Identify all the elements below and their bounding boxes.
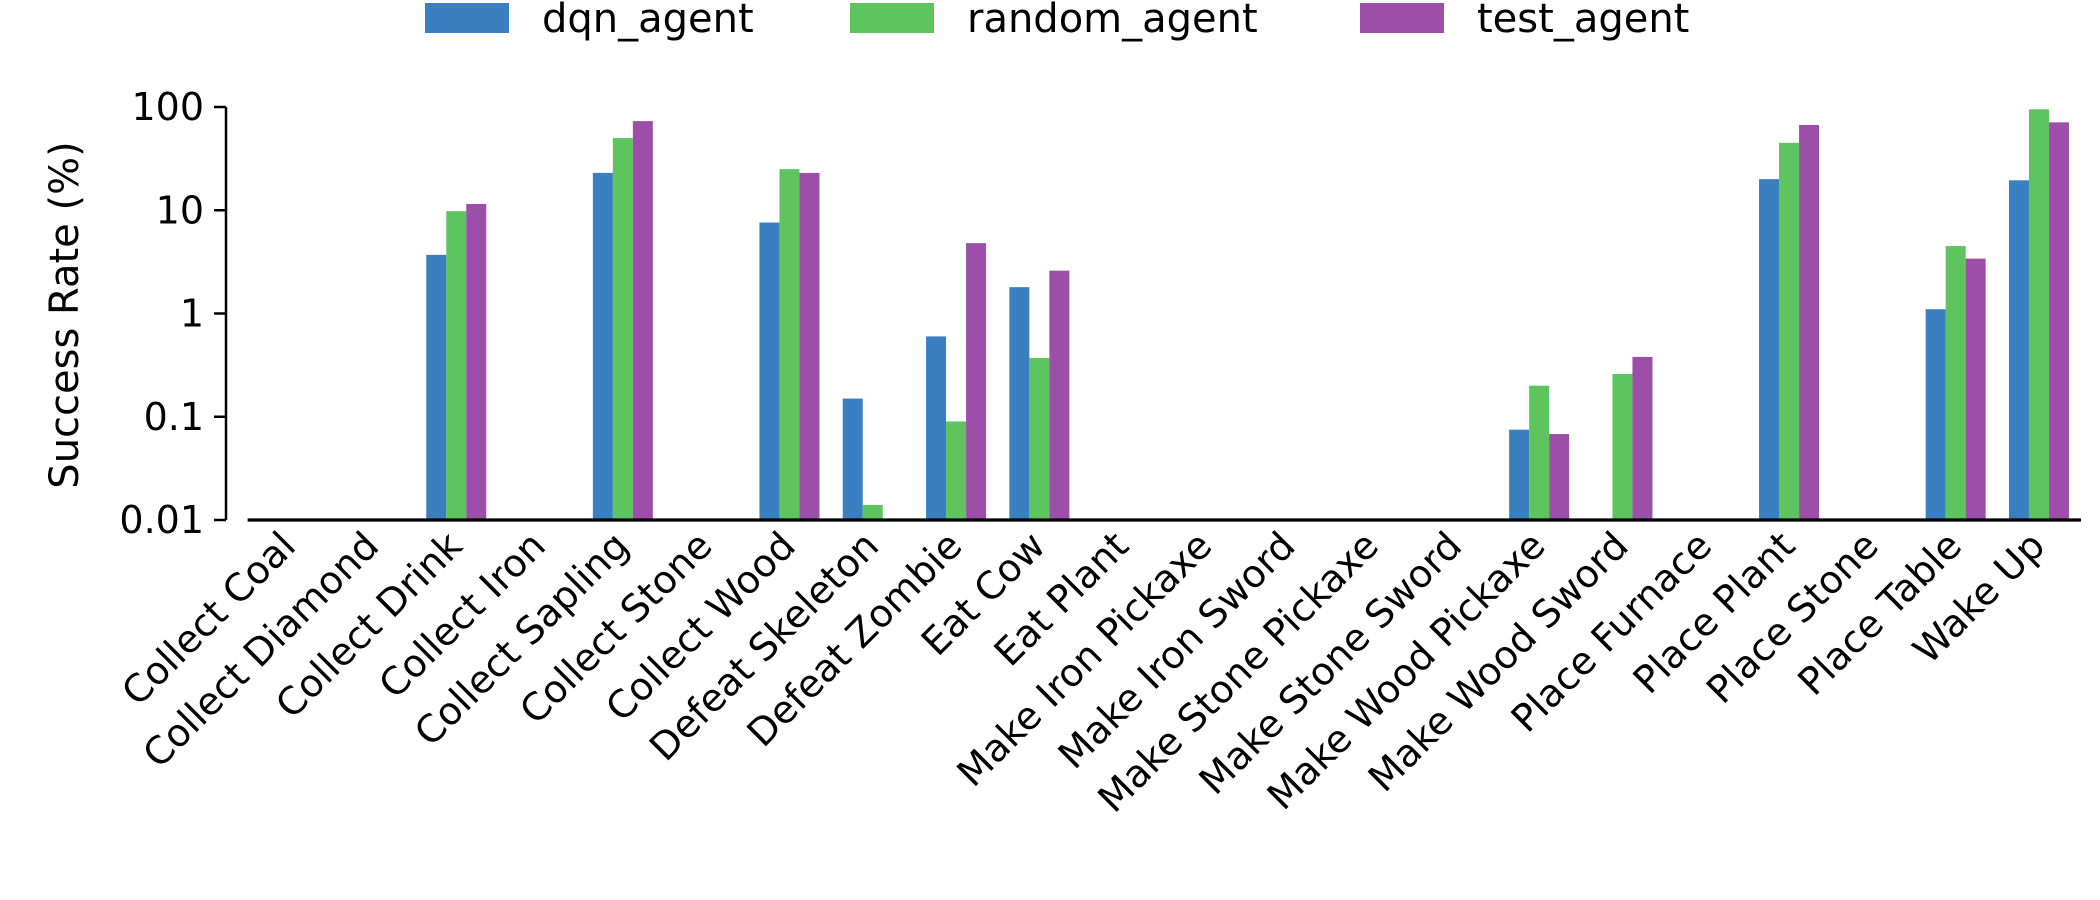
bar-dqn_agent <box>759 222 780 520</box>
bar-random_agent <box>1612 373 1633 520</box>
bar-test_agent <box>1549 434 1570 520</box>
legend-label-dqn_agent: dqn_agent <box>542 0 754 42</box>
bar-test_agent <box>1632 356 1653 520</box>
legend-swatch-random_agent <box>850 3 934 33</box>
bar-random_agent <box>446 211 467 520</box>
bar-dqn_agent <box>2008 180 2029 520</box>
bar-random_agent <box>862 504 883 520</box>
legend: dqn_agent random_agent test_agent <box>425 0 1689 42</box>
y-axis: 0.01 0.1 1 10 100 <box>119 85 228 542</box>
bar-dqn_agent <box>1009 287 1030 520</box>
legend-swatch-dqn_agent <box>425 3 509 33</box>
y-tick-label: 10 <box>156 188 204 232</box>
bar-test_agent <box>466 203 487 520</box>
bar-test_agent <box>1049 270 1070 520</box>
legend-label-test_agent: test_agent <box>1477 0 1689 42</box>
bar-dqn_agent <box>1925 309 1946 520</box>
bar-test_agent <box>966 243 987 520</box>
bar-test_agent <box>799 172 820 520</box>
bar-dqn_agent <box>842 398 863 520</box>
bar-test_agent <box>632 121 653 521</box>
bar-random_agent <box>1945 246 1966 521</box>
y-tick-label: 0.01 <box>119 498 204 542</box>
bar-dqn_agent <box>1509 429 1530 520</box>
y-tick-label: 1 <box>180 292 204 336</box>
bar-random_agent <box>1779 142 1800 521</box>
bar-random_agent <box>1529 385 1550 520</box>
y-tick-label: 100 <box>131 85 204 129</box>
bar-dqn_agent <box>426 254 447 520</box>
bars <box>426 109 2069 521</box>
bar-test_agent <box>1965 258 1986 520</box>
bar-test_agent <box>1799 124 1820 521</box>
y-tick-label: 0.1 <box>144 395 204 439</box>
bar-dqn_agent <box>926 336 947 520</box>
legend-swatch-test_agent <box>1360 3 1444 33</box>
legend-label-random_agent: random_agent <box>967 0 1258 42</box>
bar-random_agent <box>946 421 967 520</box>
bar-random_agent <box>612 138 633 520</box>
bar-random_agent <box>2028 109 2049 520</box>
y-axis-title: Success Rate (%) <box>42 141 88 488</box>
bar-dqn_agent <box>592 172 613 520</box>
bar-random_agent <box>1029 358 1050 520</box>
bar-random_agent <box>779 169 800 520</box>
bar-dqn_agent <box>1759 179 1780 521</box>
bar-test_agent <box>2048 122 2069 520</box>
